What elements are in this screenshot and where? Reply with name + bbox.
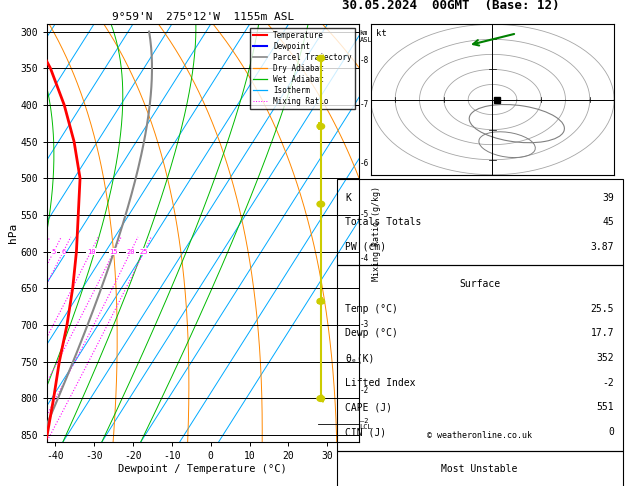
Text: 10: 10	[87, 249, 95, 255]
Text: Mixing Ratio (g/kg): Mixing Ratio (g/kg)	[372, 186, 381, 281]
Text: 20: 20	[126, 249, 135, 255]
Text: 0: 0	[608, 427, 614, 437]
Text: -4: -4	[360, 255, 369, 263]
Text: PW (cm): PW (cm)	[345, 242, 386, 252]
Text: –2
LCL: –2 LCL	[360, 417, 372, 430]
Text: -7: -7	[360, 101, 369, 109]
Text: 3.87: 3.87	[591, 242, 614, 252]
Text: Totals Totals: Totals Totals	[345, 217, 421, 227]
Text: 6: 6	[61, 249, 65, 255]
Text: 39: 39	[603, 192, 614, 203]
Text: -2: -2	[603, 378, 614, 388]
Text: Temp (°C): Temp (°C)	[345, 304, 398, 314]
Text: © weatheronline.co.uk: © weatheronline.co.uk	[427, 431, 532, 440]
X-axis label: Dewpoint / Temperature (°C): Dewpoint / Temperature (°C)	[118, 464, 287, 474]
Text: Most Unstable: Most Unstable	[442, 464, 518, 474]
Text: kt: kt	[376, 29, 386, 38]
Text: 30.05.2024  00GMT  (Base: 12): 30.05.2024 00GMT (Base: 12)	[342, 0, 560, 12]
Text: Lifted Index: Lifted Index	[345, 378, 416, 388]
Bar	[337, 265, 623, 451]
Text: K: K	[345, 192, 351, 203]
Legend: Temperature, Dewpoint, Parcel Trajectory, Dry Adiabat, Wet Adiabat, Isotherm, Mi: Temperature, Dewpoint, Parcel Trajectory…	[250, 28, 355, 109]
Text: 17.7: 17.7	[591, 329, 614, 338]
Text: km
ASL: km ASL	[360, 30, 372, 43]
Text: CIN (J): CIN (J)	[345, 427, 386, 437]
Title: 9°59'N  275°12'W  1155m ASL: 9°59'N 275°12'W 1155m ASL	[112, 12, 294, 22]
Text: -8: -8	[360, 56, 369, 66]
Text: CAPE (J): CAPE (J)	[345, 402, 392, 412]
Bar	[337, 179, 623, 265]
Text: Surface: Surface	[459, 279, 500, 289]
Text: 25.5: 25.5	[591, 304, 614, 314]
Text: 5: 5	[52, 249, 56, 255]
Text: 352: 352	[596, 353, 614, 363]
Text: 45: 45	[603, 217, 614, 227]
Text: -6: -6	[360, 159, 369, 168]
Bar	[337, 451, 623, 486]
Text: -5: -5	[360, 210, 369, 220]
Text: Dewp (°C): Dewp (°C)	[345, 329, 398, 338]
Text: 25: 25	[140, 249, 148, 255]
Y-axis label: hPa: hPa	[8, 223, 18, 243]
Text: 551: 551	[596, 402, 614, 412]
Text: 15: 15	[109, 249, 118, 255]
Text: -3: -3	[360, 320, 369, 330]
Text: -2: -2	[360, 386, 369, 396]
Text: θₑ(K): θₑ(K)	[345, 353, 374, 363]
